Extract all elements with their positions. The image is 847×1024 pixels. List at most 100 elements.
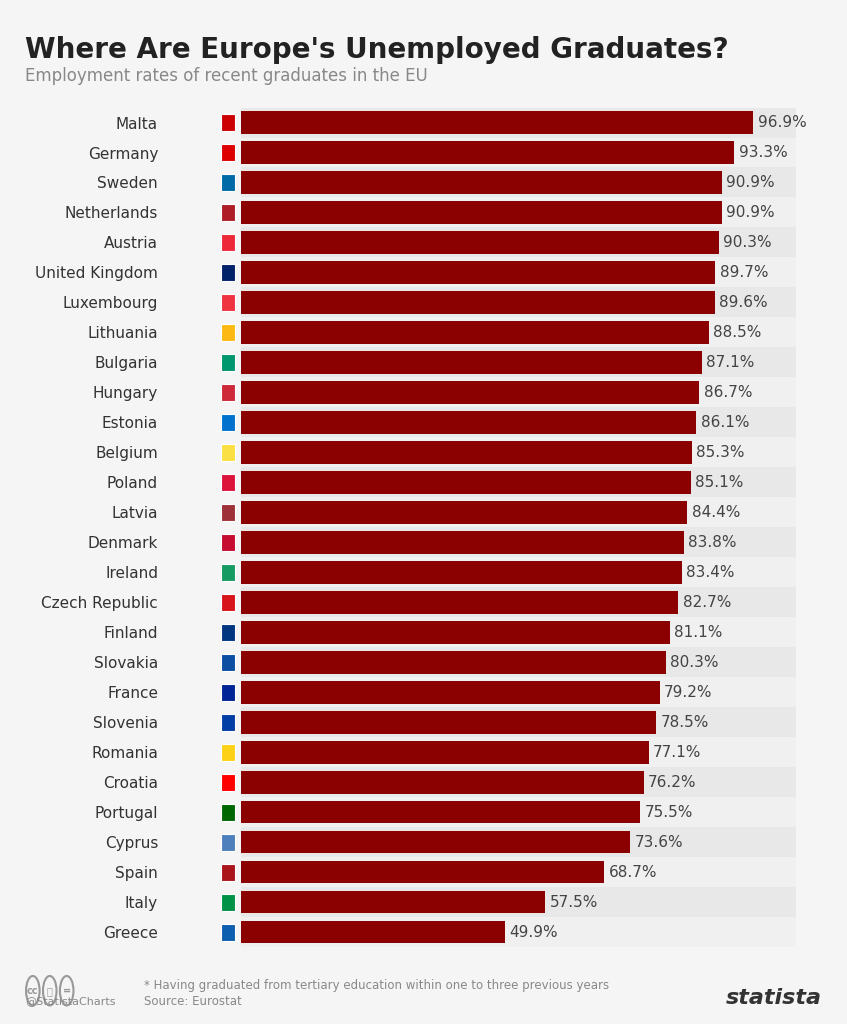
Bar bbox=[221, 354, 235, 371]
Text: 89.7%: 89.7% bbox=[720, 265, 768, 280]
Bar bbox=[221, 504, 235, 521]
Bar bbox=[221, 384, 235, 400]
Bar bbox=[221, 894, 235, 910]
Bar bbox=[241, 291, 715, 313]
Bar bbox=[241, 347, 796, 378]
Text: 73.6%: 73.6% bbox=[634, 835, 684, 850]
Text: Employment rates of recent graduates in the EU: Employment rates of recent graduates in … bbox=[25, 67, 429, 85]
Bar bbox=[241, 381, 700, 403]
Bar bbox=[241, 108, 796, 137]
Bar bbox=[241, 798, 796, 827]
Text: 76.2%: 76.2% bbox=[648, 775, 697, 790]
Bar bbox=[241, 531, 684, 554]
Bar bbox=[221, 864, 235, 881]
Bar bbox=[221, 144, 235, 161]
Text: 86.1%: 86.1% bbox=[700, 415, 749, 430]
Bar bbox=[221, 294, 235, 311]
Bar bbox=[241, 918, 796, 947]
Bar bbox=[221, 924, 235, 941]
Bar bbox=[241, 467, 796, 498]
Bar bbox=[221, 414, 235, 431]
Bar bbox=[241, 527, 796, 557]
Bar bbox=[241, 257, 796, 288]
Bar bbox=[241, 677, 796, 708]
Bar bbox=[241, 317, 796, 347]
Bar bbox=[221, 654, 235, 671]
Text: 90.9%: 90.9% bbox=[726, 175, 774, 190]
Bar bbox=[241, 112, 753, 134]
Bar bbox=[241, 647, 796, 677]
Bar bbox=[241, 827, 796, 857]
Bar bbox=[221, 594, 235, 610]
Bar bbox=[241, 227, 796, 257]
Bar bbox=[241, 771, 644, 794]
Bar bbox=[241, 137, 796, 168]
Text: =: = bbox=[63, 986, 71, 995]
Bar bbox=[221, 834, 235, 851]
Text: ⓘ: ⓘ bbox=[47, 986, 53, 995]
Bar bbox=[241, 891, 545, 913]
Text: 80.3%: 80.3% bbox=[670, 654, 718, 670]
Text: 93.3%: 93.3% bbox=[739, 145, 788, 160]
Bar bbox=[241, 412, 696, 433]
Bar bbox=[221, 804, 235, 820]
Bar bbox=[241, 861, 605, 884]
Bar bbox=[221, 774, 235, 791]
Text: cc: cc bbox=[27, 986, 39, 995]
Bar bbox=[241, 471, 691, 494]
Bar bbox=[241, 501, 687, 523]
Bar bbox=[221, 534, 235, 551]
Text: 88.5%: 88.5% bbox=[713, 325, 761, 340]
Bar bbox=[241, 622, 670, 643]
Bar bbox=[221, 264, 235, 281]
Bar bbox=[241, 708, 796, 737]
Bar bbox=[221, 743, 235, 761]
Bar bbox=[221, 474, 235, 490]
Bar bbox=[221, 324, 235, 341]
Bar bbox=[241, 617, 796, 647]
Bar bbox=[241, 198, 796, 227]
Bar bbox=[241, 681, 660, 703]
Bar bbox=[221, 564, 235, 581]
Bar bbox=[241, 557, 796, 588]
Bar bbox=[241, 767, 796, 798]
Bar bbox=[241, 437, 796, 467]
Bar bbox=[241, 887, 796, 918]
Bar bbox=[241, 857, 796, 887]
Text: * Having graduated from tertiary education within one to three previous years: * Having graduated from tertiary educati… bbox=[144, 979, 609, 991]
Text: 82.7%: 82.7% bbox=[683, 595, 731, 610]
Text: @StatistaCharts: @StatistaCharts bbox=[25, 996, 116, 1007]
Text: 87.1%: 87.1% bbox=[706, 355, 754, 370]
Bar bbox=[221, 234, 235, 251]
Bar bbox=[241, 378, 796, 408]
Text: 85.3%: 85.3% bbox=[696, 444, 745, 460]
Text: 57.5%: 57.5% bbox=[550, 895, 598, 909]
Bar bbox=[241, 351, 701, 374]
Text: 89.6%: 89.6% bbox=[719, 295, 767, 310]
Bar bbox=[241, 588, 796, 617]
Bar bbox=[241, 261, 716, 284]
Text: 79.2%: 79.2% bbox=[664, 685, 712, 699]
Text: 86.7%: 86.7% bbox=[704, 385, 752, 400]
Bar bbox=[241, 441, 692, 464]
Text: 90.9%: 90.9% bbox=[726, 205, 774, 220]
Text: 96.9%: 96.9% bbox=[757, 115, 806, 130]
Text: 84.4%: 84.4% bbox=[691, 505, 740, 520]
Bar bbox=[241, 202, 722, 223]
Bar bbox=[241, 921, 505, 943]
Bar bbox=[241, 591, 678, 613]
Bar bbox=[241, 288, 796, 317]
Bar bbox=[241, 561, 682, 584]
Bar bbox=[241, 231, 718, 254]
Text: 90.3%: 90.3% bbox=[722, 234, 772, 250]
Text: Source: Eurostat: Source: Eurostat bbox=[144, 995, 241, 1008]
Bar bbox=[221, 114, 235, 131]
Bar bbox=[241, 651, 666, 674]
Text: 75.5%: 75.5% bbox=[645, 805, 693, 820]
Bar bbox=[241, 711, 656, 733]
Bar bbox=[221, 204, 235, 221]
Text: statista: statista bbox=[726, 988, 822, 1009]
Text: 77.1%: 77.1% bbox=[653, 744, 701, 760]
Bar bbox=[241, 498, 796, 527]
Bar bbox=[241, 831, 630, 853]
